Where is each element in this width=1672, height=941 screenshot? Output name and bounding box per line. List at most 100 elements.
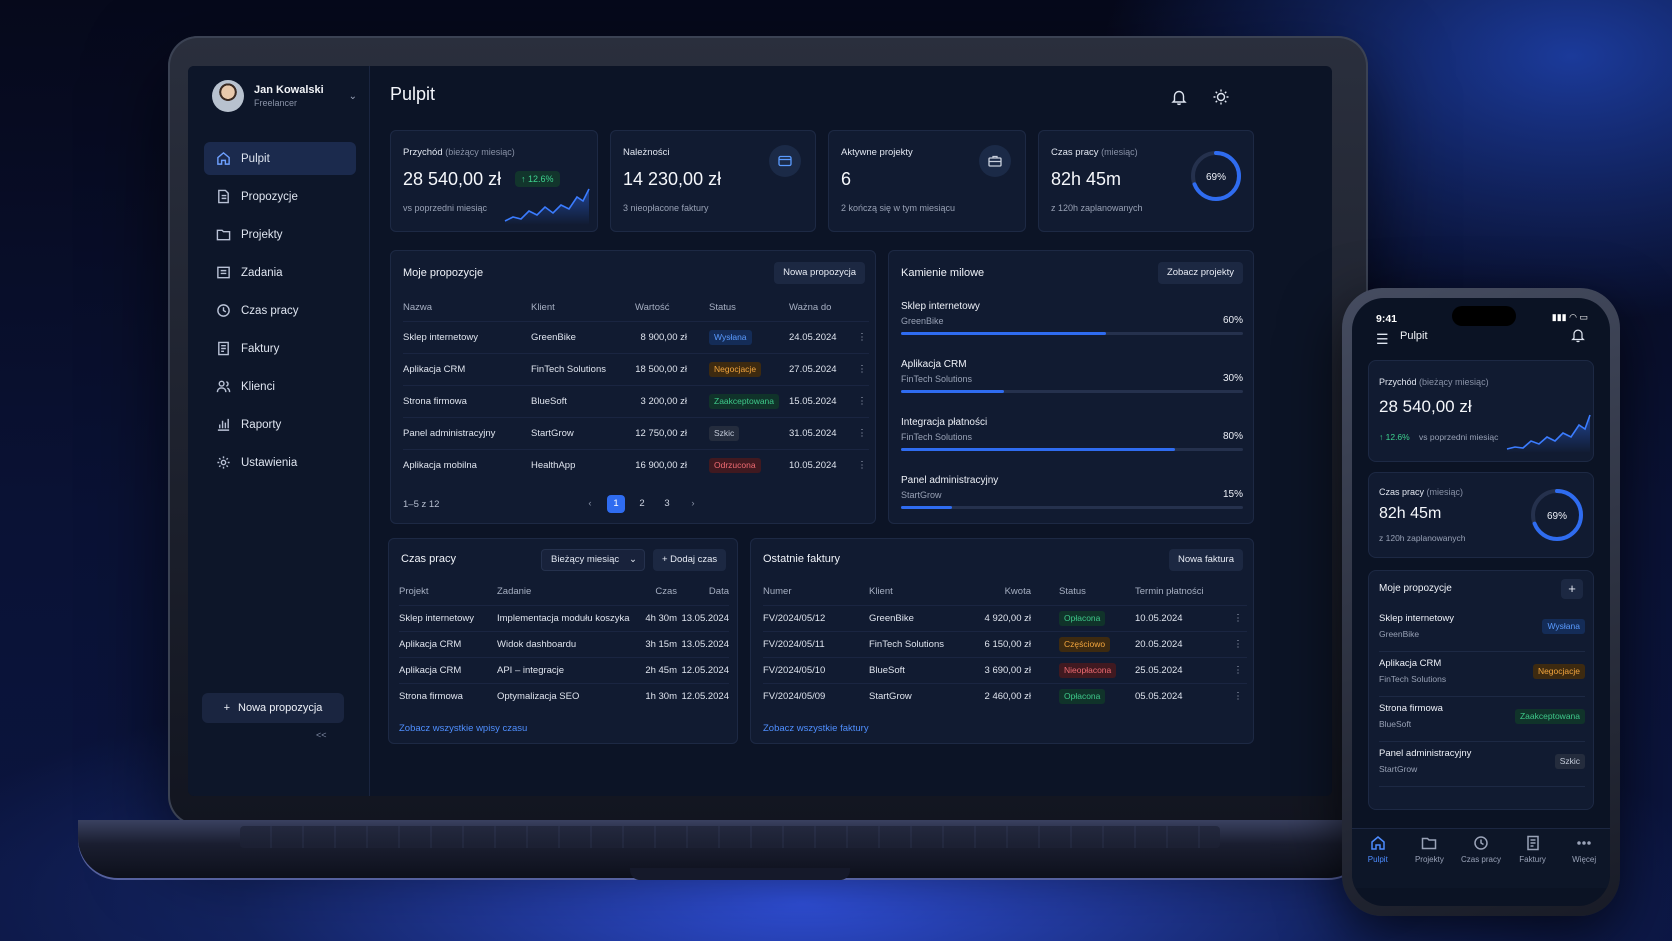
table-row[interactable]: Sklep internetowy GreenBike 8 900,00 zł Wys… <box>403 320 869 353</box>
timelog-table-body: Sklep internetowy Implementacja modułu ko… <box>399 604 729 709</box>
new-proposal-button[interactable]: + Nowa propozycja <box>202 693 344 723</box>
cell-status-text: Zaakceptowana <box>709 393 780 409</box>
table-row[interactable]: Strona firmowa Optymalizacja SEO 1h 30m 12.… <box>399 682 729 709</box>
next-page-button[interactable]: › <box>691 498 695 509</box>
new-proposal-button[interactable]: Nowa propozycja <box>774 262 865 284</box>
cell-number: FV/2024/05/10 <box>763 656 869 683</box>
cell-amount: 3 690,00 zł <box>969 656 1045 683</box>
column-header-actions <box>1229 579 1247 605</box>
more-vertical-icon[interactable]: ⋮ <box>857 331 867 343</box>
new-invoice-button[interactable]: Nowa faktura <box>1169 549 1243 571</box>
cell-client: StartGrow <box>869 682 969 709</box>
more-vertical-icon[interactable]: ⋮ <box>857 395 867 407</box>
table-row[interactable]: Aplikacja CRM Widok dashboardu 3h 15m 13.05… <box>399 630 729 657</box>
cell-client-text: StartGrow <box>869 690 912 702</box>
view-all-time-link[interactable]: Zobacz wszystkie wpisy czasu <box>399 723 528 734</box>
more-vertical-icon[interactable]: ⋮ <box>1233 664 1243 676</box>
period-select[interactable]: Bieżący miesiąc ⌄ <box>541 549 645 571</box>
sidebar-item-klienci[interactable]: Klienci <box>204 370 356 403</box>
sidebar-item-raporty[interactable]: Raporty <box>204 408 356 441</box>
cell-client: HealthApp <box>531 448 635 481</box>
sidebar-item-label: Zadania <box>241 266 283 279</box>
chevron-down-icon[interactable]: ⌄ <box>348 90 357 102</box>
more-vertical-icon[interactable]: ⋮ <box>1233 612 1243 624</box>
list-item[interactable]: Aplikacja CRM FinTech Solutions Negocjacje <box>1379 652 1585 697</box>
add-time-button[interactable]: + Dodaj czas <box>653 549 727 571</box>
sidebar-item-faktury[interactable]: Faktury <box>204 332 356 365</box>
sidebar-item-pulpit[interactable]: Pulpit <box>204 142 356 175</box>
list-item[interactable]: Panel administracyjny StartGrow Szkic <box>1379 742 1585 787</box>
more-vertical-icon[interactable]: ⋮ <box>1233 638 1243 650</box>
sidebar-item-projekty[interactable]: Projekty <box>204 218 356 251</box>
table-row[interactable]: Sklep internetowy Implementacja modułu ko… <box>399 604 729 631</box>
period-select-value: Bieżący miesiąc <box>551 554 620 565</box>
tab-projekty[interactable]: Projekty <box>1405 835 1453 888</box>
more-vertical-icon[interactable]: ⋮ <box>857 427 867 439</box>
hamburger-menu-icon[interactable]: ☰ <box>1376 331 1389 347</box>
prev-page-button[interactable]: ‹ <box>588 498 592 509</box>
kpi-change: ↑ 12.6% <box>1379 432 1410 442</box>
view-all-invoices-link[interactable]: Zobacz wszystkie faktury <box>763 723 869 734</box>
cell-client-text: HealthApp <box>531 459 576 471</box>
table-row[interactable]: Aplikacja mobilna HealthApp 16 900,00 zł Od… <box>403 448 869 481</box>
add-proposal-button[interactable]: + <box>1561 579 1583 599</box>
milestone-item[interactable]: Aplikacja CRM FinTech Solutions 30% <box>901 359 1243 393</box>
sidebar-item-ustawienia[interactable]: Ustawienia <box>204 446 356 479</box>
timelog-table: Projekt Zadanie Czas Data Sklep internet… <box>399 579 729 709</box>
cell-client: BlueSoft <box>531 384 635 417</box>
view-projects-button[interactable]: Zobacz projekty <box>1157 262 1243 284</box>
theme-toggle-icon[interactable] <box>1212 88 1230 106</box>
cell-name-text: Sklep internetowy <box>403 331 478 343</box>
section-title: Czas pracy <box>401 553 457 565</box>
row-actions: ⋮ <box>855 416 869 449</box>
list-item[interactable]: Sklep internetowy GreenBike Wysłana <box>1379 607 1585 652</box>
proposals-table: Nazwa Klient Wartość Status Ważna do Skl… <box>403 295 869 481</box>
table-row[interactable]: FV/2024/05/12 GreenBike 4 920,00 zł Opłacon… <box>763 604 1247 631</box>
table-row[interactable]: Aplikacja CRM API – integracje 2h 45m 12.05… <box>399 656 729 683</box>
page-button[interactable]: 3 <box>664 498 670 509</box>
milestone-item[interactable]: Sklep internetowy GreenBike 60% <box>901 301 1243 335</box>
cell-name: Panel administracyjny <box>403 416 531 449</box>
table-row[interactable]: FV/2024/05/10 BlueSoft 3 690,00 zł Nieopłac… <box>763 656 1247 683</box>
bell-icon[interactable] <box>1170 88 1188 106</box>
list-item[interactable]: Strona firmowa BlueSoft Zaakceptowana <box>1379 697 1585 742</box>
more-vertical-icon[interactable]: ⋮ <box>857 459 867 471</box>
phone-proposals-card: Moje propozycje + Sklep internetowy Green… <box>1368 570 1594 810</box>
table-row[interactable]: FV/2024/05/09 StartGrow 2 460,00 zł Opłacon… <box>763 682 1247 709</box>
page-title: Pulpit <box>390 84 436 104</box>
section-title: Ostatnie faktury <box>763 553 841 565</box>
cell-date: 31.05.2024 <box>789 416 855 449</box>
table-row[interactable]: Aplikacja CRM FinTech Solutions 18 500,00 … <box>403 352 869 385</box>
tab-pulpit[interactable]: Pulpit <box>1354 835 1402 888</box>
sidebar-item-propozycje[interactable]: Propozycje <box>204 180 356 213</box>
kpi-revenue-card: Przychód (bieżący miesiąc) 28 540,00 zł … <box>390 130 598 232</box>
table-row[interactable]: FV/2024/05/11 FinTech Solutions 6 150,00 z… <box>763 630 1247 657</box>
collapse-sidebar-button[interactable]: << <box>316 730 327 740</box>
page-button[interactable]: 2 <box>639 498 645 509</box>
sidebar-item-czas-pracy[interactable]: Czas pracy <box>204 294 356 327</box>
sidebar-item-zadania[interactable]: Zadania <box>204 256 356 289</box>
tab-wiecej[interactable]: Więcej <box>1560 835 1608 888</box>
sidebar-item-label: Klienci <box>241 380 275 393</box>
user-menu[interactable]: Jan Kowalski Freelancer ⌄ <box>212 80 357 112</box>
cell-due-text: 10.05.2024 <box>1135 612 1183 624</box>
tab-czas-pracy[interactable]: Czas pracy <box>1457 835 1505 888</box>
cell-status: Szkic <box>709 416 789 449</box>
page-button[interactable]: 1 <box>607 495 625 513</box>
table-row[interactable]: Strona firmowa BlueSoft 3 200,00 zł Zaakcep… <box>403 384 869 417</box>
worktime-progress-ring: 69% <box>1531 489 1583 541</box>
column-header: Projekt <box>399 586 429 598</box>
table-row[interactable]: Panel administracyjny StartGrow 12 750,00 … <box>403 416 869 449</box>
sidebar-item-label: Pulpit <box>241 152 270 165</box>
more-vertical-icon[interactable]: ⋮ <box>1233 690 1243 702</box>
tab-faktury[interactable]: Faktury <box>1509 835 1557 888</box>
more-vertical-icon[interactable]: ⋮ <box>857 363 867 375</box>
kpi-receivables-card: Należności 14 230,00 zł 3 nieopłacone fa… <box>610 130 816 232</box>
cell-project: Strona firmowa <box>399 682 497 709</box>
cell-client-text: FinTech Solutions <box>869 638 944 650</box>
item-client: FinTech Solutions <box>1379 674 1447 684</box>
milestone-item[interactable]: Integracja płatności FinTech Solutions 80% <box>901 417 1243 451</box>
milestone-item[interactable]: Panel administracyjny StartGrow 15% <box>901 475 1243 509</box>
tab-label: Więcej <box>1572 855 1597 864</box>
bell-icon[interactable] <box>1570 327 1586 343</box>
